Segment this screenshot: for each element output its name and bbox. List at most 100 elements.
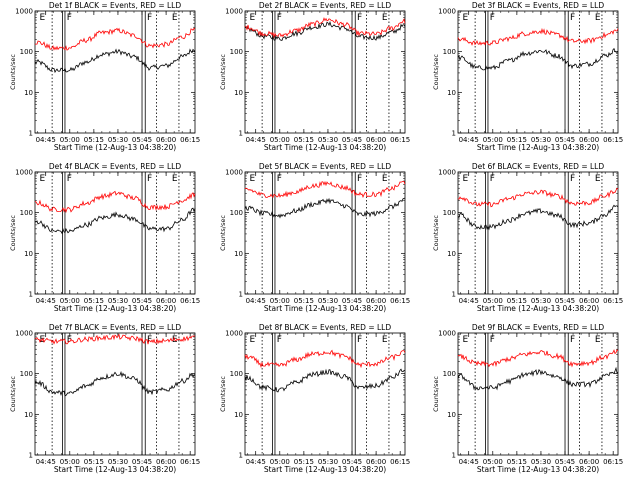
x-tick-label: 05:45	[555, 297, 575, 305]
interval-marker-label: E	[249, 13, 255, 23]
y-tick-label: 1	[452, 130, 456, 138]
interval-marker-label: E	[462, 13, 468, 23]
chart-title: Det 7f BLACK = Events, RED = LLD	[49, 323, 182, 332]
plot-frame	[34, 171, 196, 295]
series-line-lld	[457, 349, 619, 368]
y-tick-label: 1000	[15, 330, 33, 338]
plot-frame	[457, 10, 619, 134]
x-tick-label: 05:45	[132, 458, 152, 466]
y-tick-label: 1000	[225, 8, 243, 16]
interval-marker-label: F	[357, 335, 362, 345]
x-tick-label: 05:15	[84, 136, 104, 144]
x-tick-label: 05:45	[555, 458, 575, 466]
interval-marker-label: E	[172, 13, 178, 23]
x-tick-label: 06:15	[180, 458, 200, 466]
x-tick-label: 05:00	[483, 458, 503, 466]
y-tick-label: 1000	[438, 330, 456, 338]
x-tick-label: 05:30	[318, 458, 338, 466]
y-tick-label: 100	[230, 209, 243, 217]
x-axis-label: Start Time (12-Aug-13 04:38:20)	[54, 143, 176, 152]
x-tick-label: 05:15	[507, 297, 527, 305]
y-axis-label: Counts/sec	[219, 54, 227, 90]
x-tick-label: 05:45	[342, 458, 362, 466]
interval-marker-label: E	[39, 13, 45, 23]
x-tick-label: 06:00	[366, 136, 386, 144]
series-line-events	[457, 366, 619, 391]
x-tick-label: 04:45	[459, 458, 479, 466]
y-tick-label: 1000	[15, 8, 33, 16]
chart-panel-8: Det 8f BLACK = Events, RED = LLD 1 10 100 10…	[219, 323, 410, 474]
interval-marker-label: F	[277, 335, 282, 345]
x-tick-label: 04:45	[36, 458, 56, 466]
x-tick-label: 05:15	[84, 297, 104, 305]
interval-marker-label: F	[570, 13, 575, 23]
x-tick-label: 05:30	[318, 136, 338, 144]
x-tick-label: 05:00	[60, 458, 80, 466]
y-tick-label: 1	[239, 452, 243, 460]
chart-panel-5: Det 5f BLACK = Events, RED = LLD 1 10 100 10…	[219, 162, 410, 313]
x-tick-label: 05:15	[294, 458, 314, 466]
interval-marker-label: F	[490, 174, 495, 184]
x-tick-label: 06:15	[603, 136, 623, 144]
interval-marker-label: F	[570, 174, 575, 184]
y-tick-label: 100	[20, 48, 33, 56]
series-line-lld	[244, 17, 406, 39]
y-axis-label: Counts/sec	[219, 376, 227, 412]
interval-marker-label: E	[462, 174, 468, 184]
plot-frame	[34, 10, 196, 134]
plot-frame	[457, 332, 619, 456]
x-tick-label: 06:00	[366, 458, 386, 466]
x-tick-label: 05:00	[483, 297, 503, 305]
chart-title: Det 9f BLACK = Events, RED = LLD	[472, 323, 605, 332]
x-tick-label: 06:00	[156, 297, 176, 305]
x-tick-label: 05:15	[294, 297, 314, 305]
series-line-lld	[457, 27, 619, 46]
y-tick-label: 1000	[438, 169, 456, 177]
y-tick-label: 10	[234, 250, 243, 258]
interval-marker-label: E	[382, 13, 388, 23]
x-axis-label: Start Time (12-Aug-13 04:38:20)	[264, 465, 386, 474]
x-tick-label: 06:00	[579, 136, 599, 144]
x-tick-label: 06:15	[390, 136, 410, 144]
y-tick-label: 10	[24, 89, 33, 97]
x-tick-label: 05:45	[132, 136, 152, 144]
y-tick-label: 100	[230, 370, 243, 378]
y-tick-label: 1	[29, 130, 33, 138]
series-line-lld	[34, 333, 196, 345]
interval-marker-label: F	[490, 13, 495, 23]
y-tick-label: 1	[29, 452, 33, 460]
y-axis-label: Counts/sec	[432, 376, 440, 412]
y-axis-label: Counts/sec	[9, 54, 17, 90]
series-line-lld	[34, 190, 196, 214]
interval-marker-label: F	[277, 174, 282, 184]
x-tick-label: 05:45	[342, 297, 362, 305]
y-tick-label: 1000	[225, 330, 243, 338]
x-tick-label: 05:45	[555, 136, 575, 144]
x-tick-label: 05:30	[531, 136, 551, 144]
y-tick-label: 10	[447, 411, 456, 419]
y-tick-label: 1	[239, 130, 243, 138]
x-tick-label: 06:00	[366, 297, 386, 305]
interval-marker-label: F	[67, 335, 72, 345]
x-tick-label: 05:30	[108, 136, 128, 144]
interval-marker-label: F	[570, 335, 575, 345]
x-tick-label: 06:15	[180, 297, 200, 305]
x-tick-label: 05:00	[270, 458, 290, 466]
chart-title: Det 1f BLACK = Events, RED = LLD	[49, 1, 182, 10]
interval-marker-label: F	[357, 13, 362, 23]
y-tick-label: 10	[447, 89, 456, 97]
x-tick-label: 05:00	[483, 136, 503, 144]
interval-marker-label: E	[595, 174, 601, 184]
y-tick-label: 1	[239, 291, 243, 299]
y-tick-label: 1	[29, 291, 33, 299]
x-tick-label: 05:45	[132, 297, 152, 305]
plot-frame	[457, 171, 619, 295]
x-axis-label: Start Time (12-Aug-13 04:38:20)	[54, 465, 176, 474]
x-tick-label: 05:00	[60, 136, 80, 144]
x-tick-label: 06:15	[603, 297, 623, 305]
interval-marker-label: F	[147, 13, 152, 23]
y-tick-label: 10	[24, 250, 33, 258]
chart-panel-1: Det 1f BLACK = Events, RED = LLD 1 10 100 10…	[9, 1, 200, 152]
x-tick-label: 06:00	[156, 458, 176, 466]
